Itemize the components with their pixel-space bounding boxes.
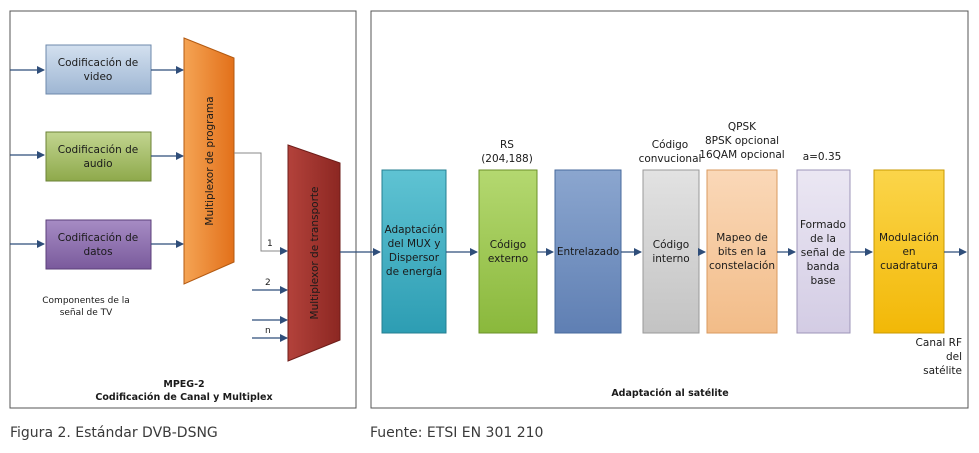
left-footer-line-1: MPEG-2 (163, 379, 204, 390)
qpsk-annotation-1: QPSK (728, 121, 757, 133)
output-annotation-1: Canal RF (916, 337, 962, 349)
figure-caption: Figura 2. Estándar DVB-DSNG (10, 425, 218, 441)
modulation-block: Modulación en cuadratura (873, 169, 945, 334)
outer-code-label-1: Código (490, 239, 526, 251)
rs-annotation-1: RS (500, 139, 514, 151)
modulation-label-1: Modulación (879, 232, 939, 244)
outer-code-block: Código externo (478, 169, 538, 334)
shaping-label-2: de la (810, 233, 836, 245)
shaping-label-4: banda (807, 261, 840, 273)
data-coding-label-1: Codificación de (58, 232, 138, 244)
adaptation-block: Adaptación del MUX y Dispersor de energí… (381, 169, 447, 334)
mapping-label-1: Mapeo de (716, 232, 768, 244)
port-label-1: 1 (267, 239, 273, 249)
video-coding-block: Codificación de video (45, 44, 152, 95)
adaptation-label-1: Adaptación (384, 224, 443, 236)
adaptation-label-3: Dispersor (389, 252, 440, 264)
qpsk-annotation-2: 8PSK opcional (705, 135, 779, 147)
modulation-label-3: cuadratura (880, 260, 938, 272)
output-annotation-3: satélite (923, 365, 962, 377)
adaptation-label-4: de energía (386, 266, 442, 278)
port-label-n: n (265, 326, 271, 336)
shaping-block: Formado de la señal de banda base (796, 169, 851, 334)
rs-annotation-2: (204,188) (481, 153, 533, 165)
port-label-2: 2 (265, 278, 271, 288)
adaptation-label-2: del MUX y (388, 238, 441, 250)
inner-code-block: Código interno (642, 169, 700, 334)
audio-coding-label-2: audio (83, 158, 112, 170)
transport-multiplexer-label: Multiplexor de transporte (309, 187, 321, 320)
interleaving-block: Entrelazado (554, 169, 622, 334)
shaping-label-5: base (810, 275, 835, 287)
shaping-label-3: señal de (801, 247, 845, 259)
output-annotation-2: del (946, 351, 962, 363)
outer-code-label-2: externo (488, 253, 528, 265)
shaping-label-1: Formado (800, 219, 846, 231)
audio-coding-block: Codificación de audio (45, 131, 152, 182)
conv-annotation-2: convucional (639, 153, 702, 165)
data-coding-label-2: datos (83, 246, 112, 258)
mapping-block: Mapeo de bits en la constelación (706, 169, 778, 334)
modulation-label-2: en (902, 246, 915, 258)
program-multiplexer: Multiplexor de programa (183, 37, 235, 285)
mapping-label-3: constelación (709, 260, 775, 272)
audio-coding-label-1: Codificación de (58, 144, 138, 156)
source-caption: Fuente: ETSI EN 301 210 (370, 425, 544, 441)
conv-annotation-1: Código (652, 139, 688, 151)
right-footer: Adaptación al satélite (611, 388, 728, 399)
left-footer-line-2: Codificación de Canal y Multiplex (95, 392, 272, 403)
components-note-line-1: Componentes de la (42, 296, 129, 306)
mapping-label-2: bits en la (718, 246, 766, 258)
video-coding-label-1: Codificación de (58, 57, 138, 69)
program-to-transport-line (234, 152, 288, 255)
inner-code-label-1: Código (653, 239, 689, 251)
interleaving-label: Entrelazado (557, 246, 619, 258)
inner-code-label-2: interno (652, 253, 689, 265)
data-coding-block: Codificación de datos (45, 219, 152, 270)
video-coding-label-2: video (84, 71, 113, 83)
program-multiplexer-label: Multiplexor de programa (204, 96, 216, 225)
qpsk-annotation-3: 16QAM opcional (699, 149, 784, 161)
alpha-annotation: a=0.35 (803, 151, 842, 163)
components-note-line-2: señal de TV (60, 308, 113, 318)
transport-multiplexer: Multiplexor de transporte (287, 144, 341, 362)
